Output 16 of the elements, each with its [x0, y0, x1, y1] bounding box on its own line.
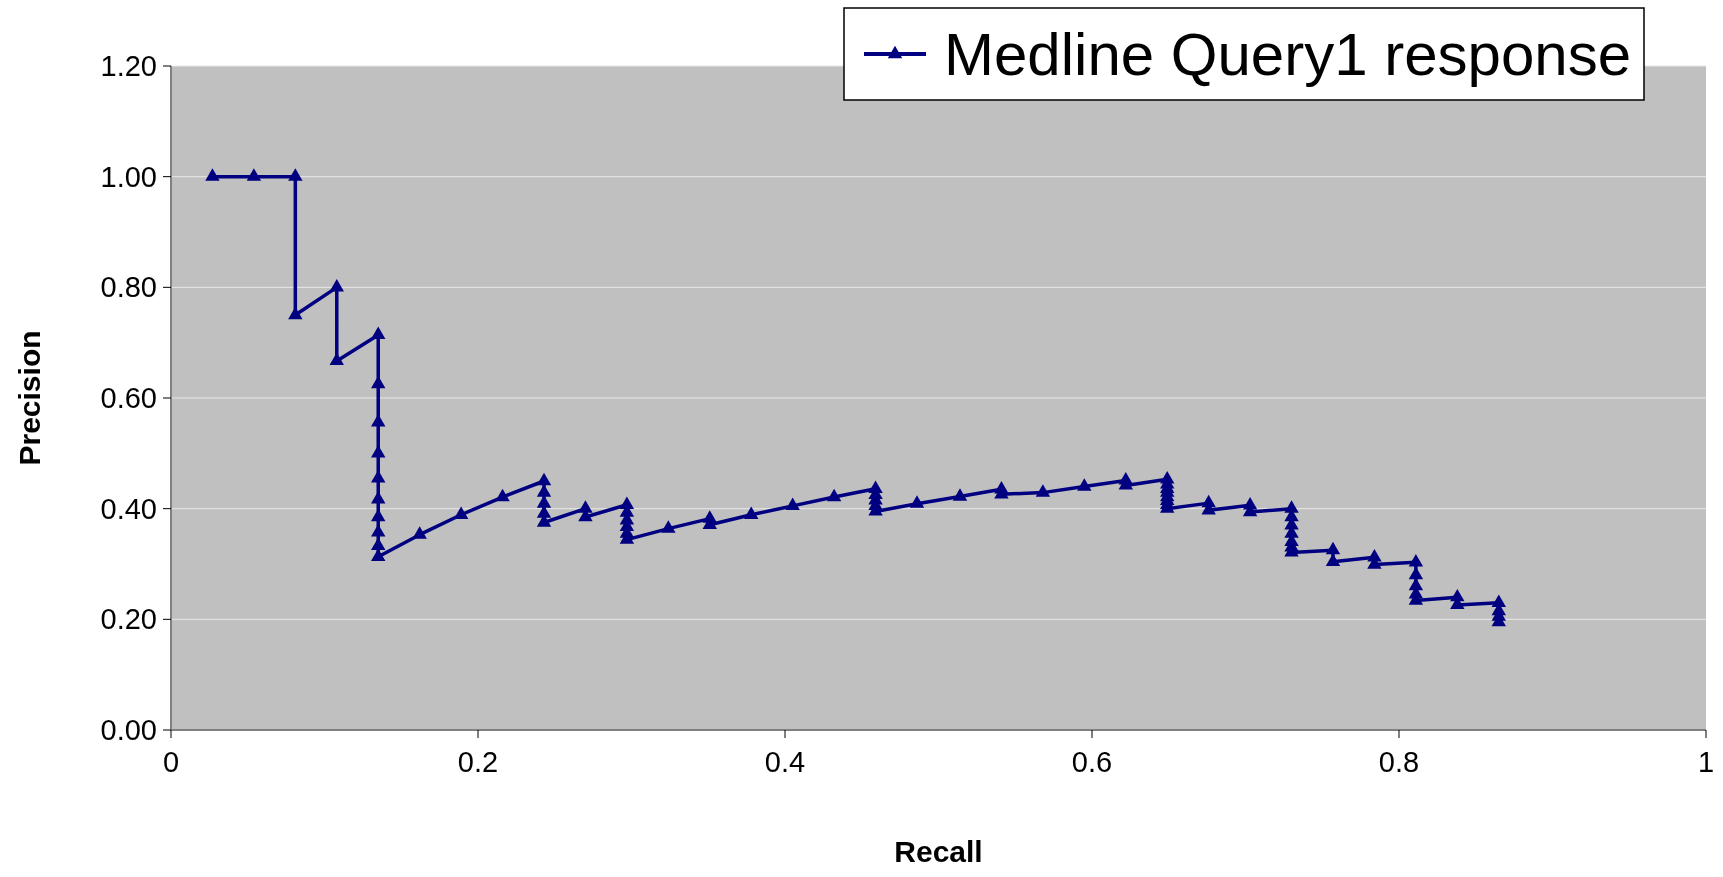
y-tick-label: 0.80: [100, 271, 157, 304]
y-tick-label: 1.00: [100, 160, 157, 193]
y-tick-label: 1.20: [100, 50, 157, 83]
x-tick-label: 0.8: [1378, 746, 1420, 778]
y-tick-label: 0.40: [100, 492, 157, 525]
x-tick-label: 0.4: [764, 746, 806, 778]
y-tick-label: 0.20: [100, 603, 157, 636]
y-tick-label: 0.60: [100, 382, 157, 415]
y-tick-label: 0.00: [100, 714, 157, 747]
y-axis-title: Precision: [13, 330, 46, 466]
legend-label: Medline Query1 response: [944, 21, 1632, 88]
x-tick-label: 0.2: [457, 746, 499, 778]
x-tick-label: 0: [162, 746, 180, 778]
x-tick-label: 1: [1697, 746, 1715, 778]
x-tick-label: 0.6: [1071, 746, 1113, 778]
x-axis-title: Recall: [894, 835, 983, 868]
